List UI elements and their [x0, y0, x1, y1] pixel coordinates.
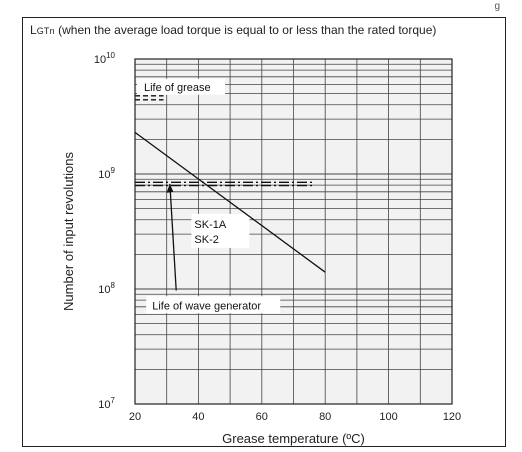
title-rest: (when the average load torque is equal t… — [54, 23, 437, 37]
life-of-grease-box — [137, 78, 225, 95]
title-sub: GTn — [36, 26, 55, 36]
x-tick-label: 20 — [129, 411, 141, 423]
y-tick-label: 1010 — [94, 51, 116, 66]
sk-label-box — [191, 213, 250, 248]
x-tick-label: 100 — [379, 411, 397, 423]
plot-border — [134, 58, 453, 405]
sk2-label: SK-2 — [194, 234, 218, 246]
wave-generator-box — [146, 296, 281, 314]
life-of-grease-label: Life of grease — [144, 82, 211, 94]
title-prefix: L — [30, 23, 37, 37]
sk1a-label: SK-1A — [194, 219, 226, 231]
wave-generator-label: Life of wave generator — [152, 300, 261, 312]
wave-generator-arrowhead — [166, 183, 174, 193]
series-line-sk1a-sk2 — [134, 131, 326, 273]
y-tick-label: 107 — [98, 396, 115, 411]
x-axis-title: Grease temperature (ºC) — [222, 431, 365, 446]
y-axis-title: Number of input revolutions — [61, 152, 76, 311]
grid — [134, 58, 453, 405]
x-tick-label: 60 — [256, 411, 268, 423]
annotation-boxes — [137, 78, 281, 314]
series — [134, 95, 326, 291]
corner-mark: g — [494, 1, 500, 12]
y-tick-label: 108 — [98, 281, 115, 296]
chart-title: LGTn (when the average load torque is eq… — [30, 23, 436, 37]
x-tick-label: 120 — [443, 411, 461, 423]
x-tick-label: 40 — [192, 411, 204, 423]
wave-generator-arrow-line — [169, 183, 177, 291]
y-tick-label: 109 — [98, 166, 115, 181]
x-tick-label: 80 — [319, 411, 331, 423]
